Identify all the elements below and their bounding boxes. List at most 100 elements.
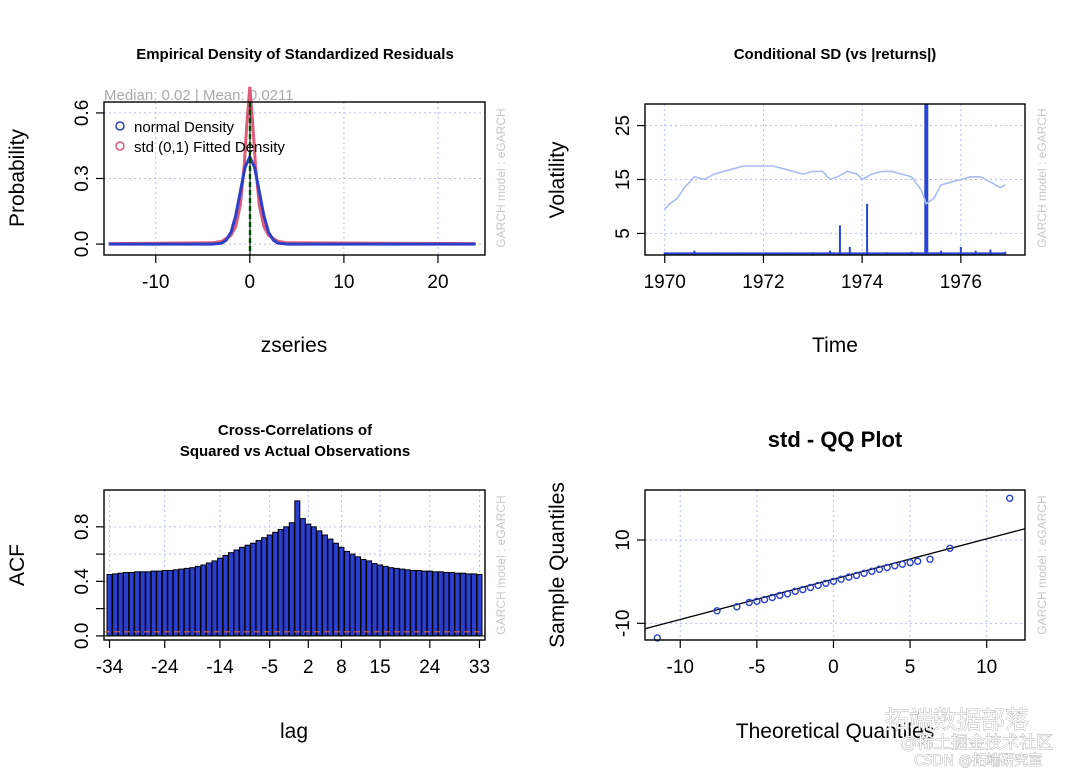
qq-point (822, 579, 830, 587)
ccf-bar (432, 571, 439, 637)
qq-point (783, 590, 792, 598)
ccf-bar (239, 546, 246, 637)
ccf-bar (211, 560, 218, 637)
qq-point (868, 567, 876, 575)
x-tick-label: 1976 (940, 272, 982, 293)
std-density-line (108, 86, 476, 246)
qq-plot-frame (644, 489, 1026, 641)
ccf-bar (465, 573, 472, 637)
x-tick-label: 0 (828, 657, 839, 678)
ccf-bar (167, 570, 174, 637)
x-tick-label: 10 (976, 657, 997, 678)
qq-point (760, 595, 769, 604)
ccf-xlabel: lag (280, 720, 308, 743)
ccf-bar (366, 560, 373, 637)
y-tick-label: 25 (613, 115, 634, 136)
x-tick-label: -34 (96, 657, 124, 678)
ccf-bar (415, 570, 422, 637)
ccf-bar (117, 572, 124, 637)
qq-point (875, 565, 884, 573)
y-tick-label: 0.0 (72, 623, 93, 649)
ccf-bar (183, 567, 190, 637)
ccf-bar (338, 546, 345, 637)
qq-point (860, 569, 868, 577)
ccf-bar (426, 570, 433, 637)
y-tick-label: 10 (613, 529, 634, 550)
y-tick-label: -10 (613, 610, 634, 637)
qq-title: std - QQ Plot (768, 427, 903, 452)
ccf-bar (222, 555, 229, 637)
ccf-bar (178, 568, 185, 637)
y-tick-label: 0.8 (72, 514, 93, 540)
ccf-bar (255, 540, 262, 637)
qq-panel: std - QQ Plot -10 -5 0 5 10 -10 10 Theoretical… (546, 427, 1049, 743)
ccf-bar (205, 562, 212, 637)
legend-std-label: std (0,1) Fitted Density (134, 139, 285, 156)
ccf-bar (250, 542, 257, 637)
qq-point (852, 571, 861, 580)
ccf-ylabel: ACF (6, 544, 29, 586)
x-tick-label: 20 (427, 272, 448, 293)
x-tick-label: -5 (748, 657, 765, 678)
ccf-bar (244, 544, 251, 637)
ccf-bar (355, 556, 361, 637)
ccf-bar (156, 570, 163, 637)
ccf-bar (299, 518, 306, 637)
ccf-bar (344, 550, 350, 637)
ccf-bar (139, 571, 146, 637)
x-tick-label: 24 (419, 657, 441, 678)
qq-xlabel: Theoretical Quantiles (736, 720, 934, 743)
x-tick-label: 1972 (742, 272, 784, 293)
watermark: 拓端数据部落 @稀土掘金技术社区 CSDN @拓端研究室 (885, 706, 1054, 770)
ccf-bar (382, 565, 389, 637)
qq-point (926, 555, 934, 563)
ccf-bar (448, 572, 455, 637)
conditional-sd-line (664, 165, 1006, 210)
ccf-bar (277, 529, 284, 637)
ccf-bar (123, 572, 130, 637)
legend-std-marker (115, 141, 125, 151)
ccf-bar (410, 570, 417, 637)
x-tick-label: 5 (905, 657, 916, 678)
y-tick-label: 5 (613, 228, 634, 239)
x-tick-label: 33 (469, 657, 490, 678)
ccf-bar (443, 572, 450, 637)
ccf-bar (228, 552, 234, 637)
qq-point (768, 593, 776, 602)
ccf-bar (327, 538, 334, 637)
ccf-bar (189, 567, 196, 637)
qq-point (733, 603, 741, 611)
qq-point (776, 591, 784, 600)
csd-xlabel: Time (812, 334, 858, 357)
y-tick-label: 0.0 (72, 231, 93, 257)
x-tick-label: 8 (336, 657, 347, 678)
ccf-bar (454, 572, 461, 637)
ccf-bar (112, 573, 119, 637)
watermark-line2: @稀土掘金技术社区 (900, 733, 1053, 753)
y-tick-label: 15 (613, 169, 634, 190)
qq-point (713, 607, 721, 615)
ccf-bar (172, 569, 179, 637)
qq-point (791, 587, 799, 595)
x-tick-label: 15 (370, 657, 391, 678)
x-tick-label: -24 (151, 657, 179, 678)
y-tick-label: 0.6 (72, 100, 93, 126)
ccf-plot-frame (103, 489, 486, 641)
x-tick-label: 1970 (644, 272, 686, 293)
qq-point (814, 581, 822, 590)
ccf-bar (371, 563, 378, 637)
ccf-bar (194, 565, 201, 637)
qq-point (891, 562, 899, 570)
qq-point (837, 575, 845, 583)
qq-point (799, 585, 807, 594)
ccf-bar (261, 537, 268, 637)
qq-point (883, 563, 891, 572)
ccf-bar (349, 553, 356, 637)
x-tick-label: 10 (333, 272, 354, 293)
ccf-bar (393, 567, 400, 637)
ccf-bar (360, 559, 367, 637)
csd-title: Conditional SD (vs |returns|) (734, 46, 937, 63)
qq-ylabel: Sample Quantiles (546, 482, 569, 648)
density-legend: normal Density std (0,1) Fitted Density (115, 119, 285, 156)
